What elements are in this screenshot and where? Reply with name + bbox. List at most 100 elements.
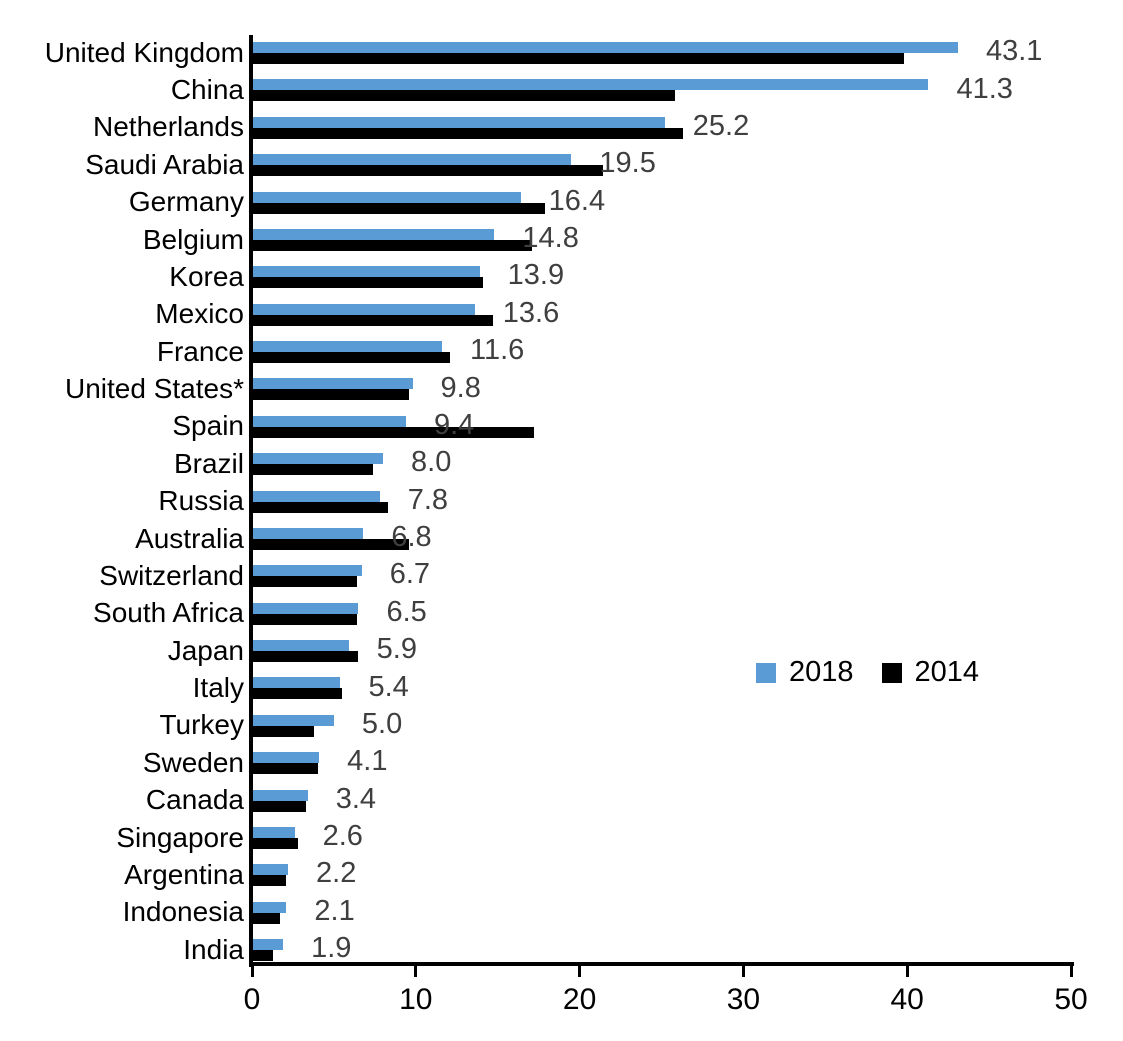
value-label: 5.0 <box>361 707 403 740</box>
bar-2018 <box>252 266 480 278</box>
value-label: 9.4 <box>433 408 475 441</box>
bar-2018 <box>252 752 320 764</box>
category-label: Russia <box>158 485 244 517</box>
value-label: 13.6 <box>502 296 560 329</box>
x-tick-label: 50 <box>1054 983 1088 1016</box>
bar-2018 <box>252 789 308 801</box>
bar-2018 <box>252 677 341 689</box>
bar-2018 <box>252 303 475 315</box>
bar-2014 <box>252 53 904 64</box>
value-label: 25.2 <box>692 109 750 142</box>
bar-2014 <box>252 352 451 363</box>
category-label: India <box>183 933 244 965</box>
category-label: Netherlands <box>93 111 244 143</box>
x-tick-mark <box>741 965 745 977</box>
bar-2014 <box>252 651 359 662</box>
category-label: Mexico <box>155 298 244 330</box>
value-label: 8.0 <box>411 446 452 479</box>
category-label: Brazil <box>173 447 244 479</box>
bar-2014 <box>252 127 683 139</box>
bar-2018 <box>252 116 665 128</box>
value-label: 6.7 <box>389 558 431 591</box>
value-label: 5.9 <box>376 633 417 666</box>
bar-2018 <box>252 228 495 240</box>
category-label: Japan <box>167 634 244 666</box>
legend-label: 2014 <box>914 656 980 688</box>
bar-2014 <box>252 875 287 887</box>
bar-2018 <box>252 154 572 166</box>
bar-2014 <box>252 389 410 401</box>
category-label: Belgium <box>142 223 244 255</box>
value-label: 4.1 <box>347 745 388 778</box>
category-label: Germany <box>128 186 244 218</box>
bar-2018 <box>252 602 359 614</box>
category-label: Switzerland <box>99 559 244 591</box>
bar-2014 <box>252 912 280 924</box>
bar-2018 <box>252 565 362 577</box>
bar-2014 <box>252 613 357 625</box>
bar-2018 <box>252 640 349 651</box>
category-label: United States* <box>65 373 244 405</box>
value-label: 3.4 <box>335 782 377 815</box>
value-label: 16.4 <box>548 184 606 217</box>
bar-2014 <box>252 800 307 812</box>
bar-2014 <box>252 90 675 102</box>
category-label: Canada <box>145 784 244 816</box>
category-label: United Kingdom <box>44 36 244 68</box>
legend-swatch-icon <box>756 662 776 683</box>
x-axis-line <box>249 962 1074 966</box>
x-tick-mark <box>578 965 582 977</box>
bar-2014 <box>252 725 315 737</box>
bar-2018 <box>252 490 380 502</box>
category-label: Turkey <box>159 709 244 741</box>
bar-2014 <box>252 538 410 550</box>
bar-2018 <box>252 714 334 726</box>
bar-2018 <box>252 378 413 390</box>
x-tick-label: 0 <box>243 983 261 1016</box>
x-tick-mark <box>250 965 254 977</box>
bar-2014 <box>252 837 298 849</box>
bar-2014 <box>252 576 357 588</box>
category-label: South Africa <box>93 597 244 629</box>
value-label: 43.1 <box>985 35 1043 68</box>
bar-2014 <box>252 501 388 513</box>
bar-2014 <box>252 950 274 961</box>
category-label: Argentina <box>124 858 244 890</box>
bar-2018 <box>252 415 406 427</box>
x-tick-mark <box>414 965 418 977</box>
value-label: 6.8 <box>391 521 432 554</box>
legend-entry-2014: 2014 <box>881 656 980 689</box>
bar-2018 <box>252 864 289 876</box>
legend-entry-2018: 2018 <box>756 656 854 689</box>
bar-2018 <box>252 42 958 53</box>
value-label: 13.9 <box>507 259 565 292</box>
bar-2014 <box>252 277 483 289</box>
category-label: Sweden <box>142 746 244 778</box>
bar-2018 <box>252 453 384 465</box>
category-label: France <box>156 335 244 367</box>
value-label: 2.6 <box>322 820 363 853</box>
x-tick-label: 20 <box>562 983 597 1016</box>
x-tick-label: 40 <box>890 983 924 1016</box>
x-tick-label: 30 <box>726 983 761 1016</box>
category-label: Spain <box>172 410 244 442</box>
bar-2014 <box>252 688 343 700</box>
value-label: 9.8 <box>440 371 481 404</box>
y-axis-line <box>249 35 253 967</box>
value-label: 41.3 <box>956 72 1013 105</box>
value-label: 7.8 <box>407 483 449 516</box>
bar-2014 <box>252 202 546 214</box>
x-tick-mark <box>905 965 909 977</box>
bar-2018 <box>252 191 521 203</box>
category-label: Indonesia <box>122 896 244 928</box>
value-label: 6.5 <box>386 595 427 628</box>
bar-2018 <box>252 939 284 950</box>
value-label: 11.6 <box>470 334 525 367</box>
category-label: China <box>170 74 244 106</box>
bar-2018 <box>252 901 287 913</box>
category-label: Australia <box>135 522 244 554</box>
bar-2018 <box>252 527 364 539</box>
value-label: 1.9 <box>311 932 352 965</box>
value-label: 14.8 <box>522 222 579 255</box>
